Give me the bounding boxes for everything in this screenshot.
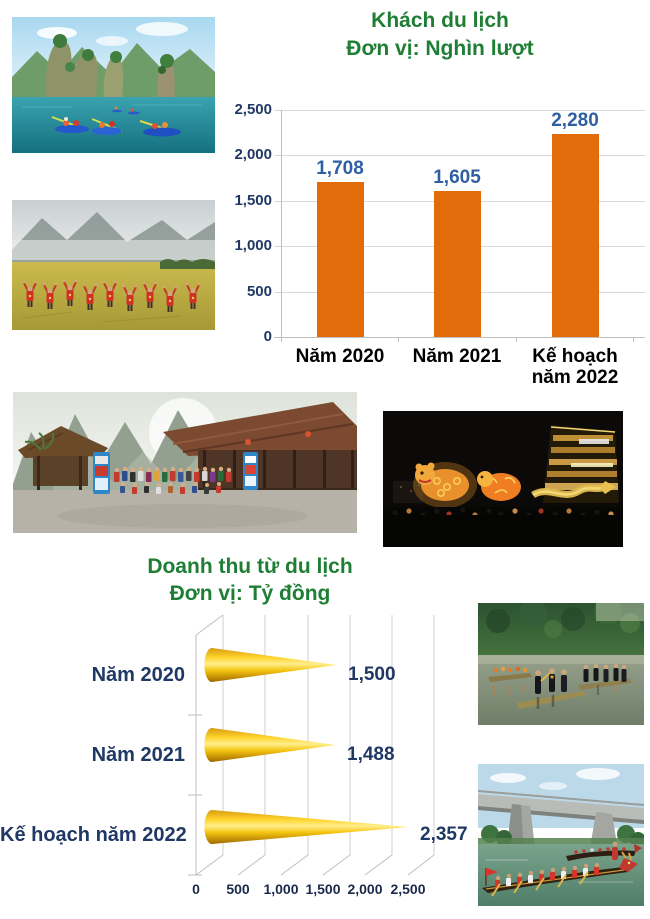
x-category-label: Năm 2021 — [412, 346, 502, 367]
crowd — [114, 466, 232, 494]
bar-nam-2020 — [316, 182, 364, 337]
y-axis-label: 1,000 — [234, 237, 272, 254]
y-axis-label: 1,500 — [234, 192, 272, 209]
revenue-cone-chart: Năm 2020 Năm 2021 Kế hoạch năm 2022 1,50… — [0, 612, 468, 912]
revenue-chart-unit: Đơn vị: Tỷ đồng — [169, 582, 331, 605]
bar-column-2020: 1,708 — [295, 110, 385, 337]
y-axis-label: 500 — [246, 283, 272, 300]
x-axis-tick — [281, 337, 282, 342]
photo-kayaking-lake — [12, 17, 215, 153]
crowd-silhouettes — [383, 507, 623, 547]
x-axis-tick — [516, 337, 517, 342]
visitors-chart-title: Khách du lịch — [371, 9, 509, 32]
cone-value-label: 2,357 — [420, 824, 468, 845]
raft-performers — [535, 668, 567, 694]
bar-value-label: 1,605 — [433, 167, 481, 188]
x-axis-tick — [633, 337, 634, 342]
x-tick-label: 1,500 — [305, 881, 341, 897]
x-tick-label: 500 — [226, 881, 250, 897]
photo-bamboo-raft — [478, 603, 644, 725]
cone-category-label: Năm 2020 — [91, 664, 185, 686]
x-tick-label: 1,000 — [263, 881, 299, 897]
photo-night-lantern-festival — [383, 411, 623, 547]
cone-chart-canvas — [188, 614, 435, 876]
gridline-2500 — [274, 110, 645, 111]
bar-column-2022: 2,280 — [530, 110, 620, 337]
photo-rice-field-group — [12, 200, 215, 330]
bar-nam-2021 — [433, 191, 481, 337]
y-axis-label: 0 — [263, 328, 272, 345]
y-axis-line — [281, 110, 282, 337]
cone-category-label: Năm 2021 — [91, 744, 185, 766]
bar-value-label: 2,280 — [551, 110, 599, 131]
x-tick-label: 0 — [192, 881, 200, 897]
cone-bar — [204, 810, 409, 844]
cone-bar — [204, 648, 337, 682]
cone-category-label: Kế hoạch năm 2022 — [0, 824, 187, 846]
cone-value-label: 1,500 — [348, 664, 396, 685]
cone-value-label: 1,488 — [347, 744, 395, 765]
bar-column-2021: 1,605 — [412, 110, 502, 337]
x-category-label: Kế hoạch năm 2022 — [531, 346, 619, 388]
y-axis-label: 2,000 — [234, 146, 272, 163]
visitors-chart-unit: Đơn vị: Nghìn lượt — [346, 37, 534, 60]
x-axis-line — [274, 337, 645, 338]
bar-value-label: 1,708 — [316, 158, 364, 179]
y-axis-label: 2,500 — [234, 101, 272, 118]
cone-bar — [204, 728, 336, 762]
bar-ke-hoach-2022 — [551, 134, 599, 337]
photo-dragon-boat-race — [478, 764, 644, 906]
x-tick-label: 2,500 — [390, 881, 426, 897]
revenue-chart-title: Doanh thu từ du lịch — [147, 555, 353, 578]
x-axis-tick — [398, 337, 399, 342]
rowers — [491, 862, 600, 897]
x-tick-label: 2,000 — [347, 881, 383, 897]
x-category-label: Năm 2020 — [295, 346, 385, 367]
gridline-2000 — [274, 155, 645, 156]
photo-stilt-house-group — [13, 392, 357, 533]
